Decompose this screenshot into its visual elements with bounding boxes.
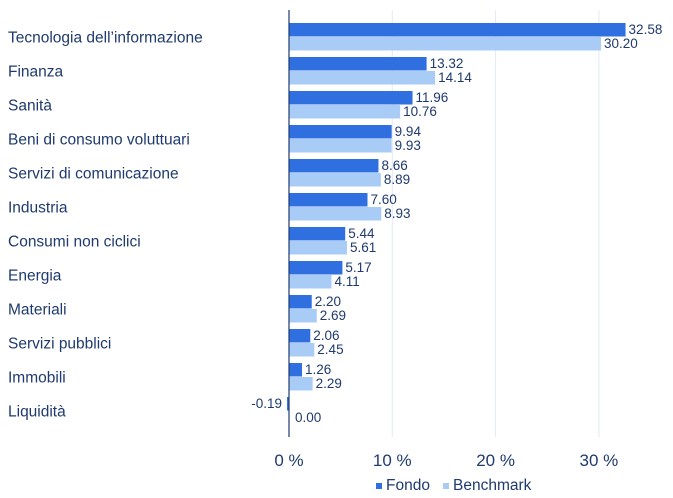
benchmark-bar	[289, 139, 392, 153]
x-tick-label: 20 %	[476, 451, 515, 470]
category-label: Consumi non ciclici	[8, 233, 141, 250]
fondo-value-label: 11.96	[416, 90, 449, 105]
x-tick-label: 0 %	[274, 451, 303, 470]
fondo-value-label: -0.19	[251, 396, 282, 411]
benchmark-value-label: 2.29	[316, 376, 342, 391]
category-label: Industria	[8, 199, 68, 216]
category-label: Servizi pubblici	[8, 335, 111, 352]
benchmark-value-label: 2.69	[320, 308, 346, 323]
fondo-value-label: 2.06	[313, 328, 339, 343]
benchmark-bar	[289, 275, 332, 289]
benchmark-bar	[289, 309, 317, 323]
benchmark-bar	[289, 105, 401, 119]
legend-label-benchmark: Benchmark	[453, 477, 532, 494]
fondo-value-label: 5.44	[348, 226, 375, 241]
benchmark-value-label: 0.00	[295, 410, 321, 425]
fondo-value-label: 9.94	[395, 124, 422, 139]
legend: Fondo Benchmark	[376, 477, 532, 494]
benchmark-bar	[289, 207, 382, 221]
fondo-value-label: 5.17	[345, 260, 371, 275]
category-label: Finanza	[8, 63, 64, 80]
fondo-bar	[289, 125, 392, 139]
legend-swatch-benchmark	[443, 483, 449, 489]
fondo-value-label: 32.58	[629, 22, 663, 37]
category-label: Energia	[8, 267, 62, 284]
x-tick-label: 10 %	[373, 451, 412, 470]
fondo-bar	[289, 227, 346, 241]
fondo-bar	[289, 261, 343, 275]
fondo-bar	[289, 329, 311, 343]
benchmark-value-label: 8.89	[384, 172, 410, 187]
fondo-bar	[289, 91, 413, 105]
benchmark-value-label: 4.11	[334, 274, 359, 289]
fondo-value-label: 13.32	[430, 56, 464, 71]
legend-label-fondo: Fondo	[386, 477, 430, 494]
x-tick-labels: 0 % 10 % 20 % 30 %	[274, 451, 618, 470]
category-labels: Tecnologia dell’informazione Finanza Sanit…	[8, 29, 203, 420]
category-label: Tecnologia dell’informazione	[8, 29, 203, 46]
benchmark-bar	[289, 343, 315, 357]
fondo-bar	[287, 397, 289, 411]
fondo-bar	[289, 159, 379, 173]
fondo-bar	[289, 295, 312, 309]
fondo-bar	[289, 363, 303, 377]
benchmark-value-label: 5.61	[350, 240, 376, 255]
fondo-bar	[289, 23, 626, 37]
benchmark-bar	[289, 173, 381, 187]
fondo-value-label: 7.60	[371, 192, 397, 207]
fondo-bar	[289, 193, 368, 207]
benchmark-value-label: 30.20	[604, 36, 638, 51]
category-label: Servizi di comunicazione	[8, 165, 179, 182]
benchmark-value-label: 8.93	[384, 206, 410, 221]
benchmark-bar	[289, 37, 601, 51]
bars	[287, 23, 626, 411]
category-label: Sanità	[8, 97, 52, 114]
benchmark-bar	[289, 377, 313, 391]
fondo-bar	[289, 57, 427, 71]
benchmark-value-label: 10.76	[403, 104, 437, 119]
category-label: Beni di consumo voluttuari	[8, 131, 190, 148]
benchmark-value-label: 14.14	[438, 70, 472, 85]
fondo-value-label: 1.26	[305, 362, 331, 377]
benchmark-value-label: 9.93	[395, 138, 421, 153]
benchmark-bar	[289, 241, 347, 255]
benchmark-bar	[289, 71, 436, 85]
category-label: Materiali	[8, 301, 67, 318]
category-label: Liquidità	[8, 403, 66, 420]
fondo-value-label: 2.20	[315, 294, 341, 309]
legend-swatch-fondo	[376, 483, 382, 489]
fondo-value-label: 8.66	[381, 158, 407, 173]
x-tick-label: 30 %	[580, 451, 619, 470]
category-label: Immobili	[8, 369, 66, 386]
benchmark-value-label: 2.45	[317, 342, 343, 357]
